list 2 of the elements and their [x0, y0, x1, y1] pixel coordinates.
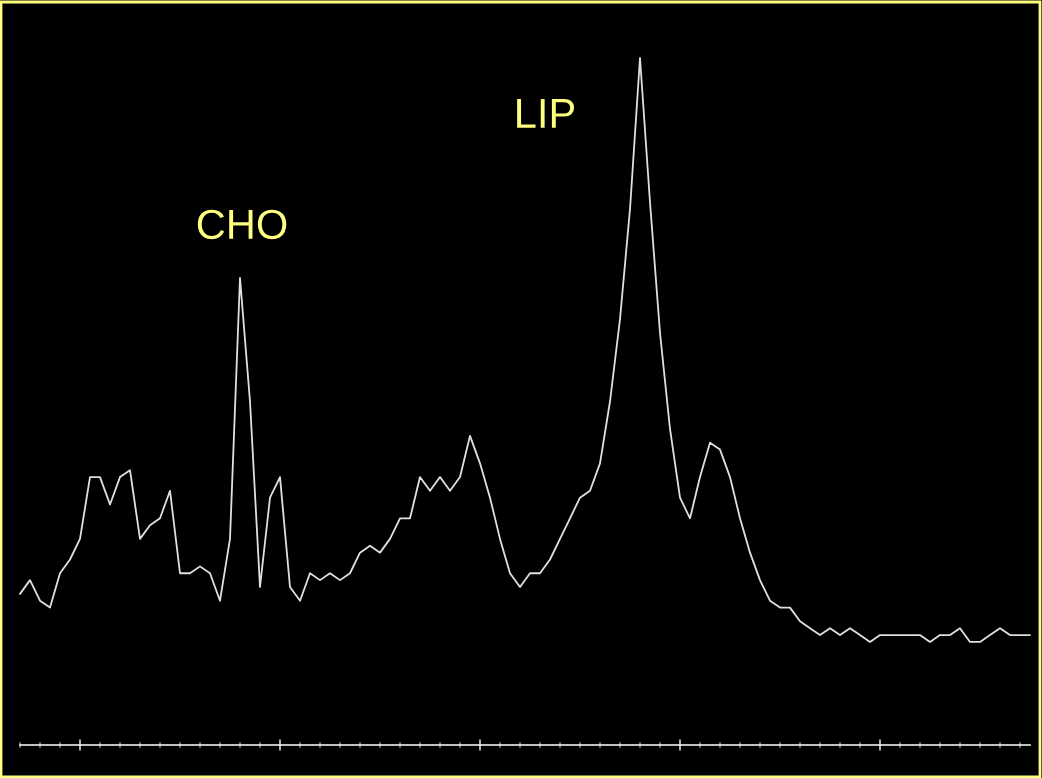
annotation: LIP: [517, 99, 575, 128]
annotation: CHO: [197, 209, 287, 240]
